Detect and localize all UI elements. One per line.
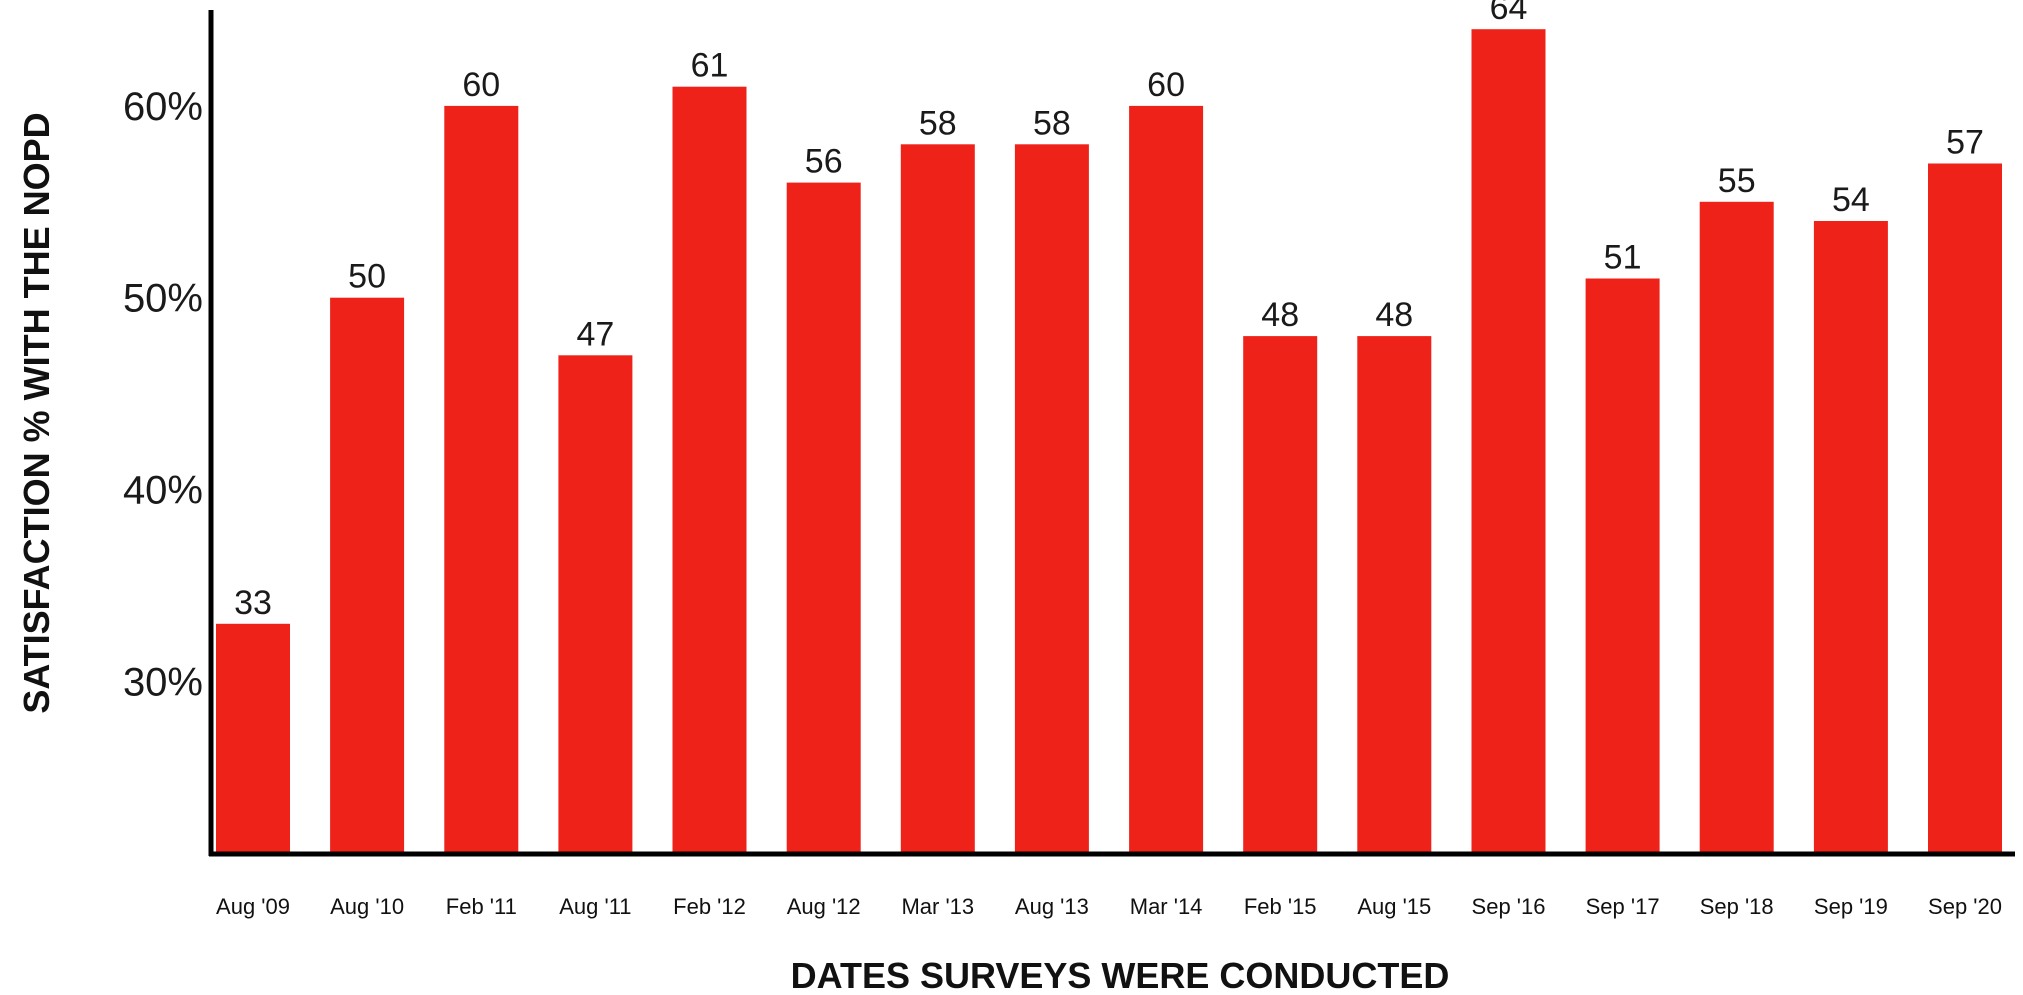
bar-value-label: 47 <box>576 315 614 353</box>
x-tick-label: Sep '19 <box>1814 894 1888 919</box>
bar <box>1813 221 1888 854</box>
bar <box>900 144 975 855</box>
x-tick-label: Mar '13 <box>901 894 974 919</box>
bar <box>558 355 633 854</box>
bar <box>1129 105 1204 854</box>
x-axis-title: DATES SURVEYS WERE CONDUCTED <box>791 955 1450 995</box>
bar-value-label: 33 <box>234 584 272 622</box>
bar <box>672 86 747 854</box>
x-tick-label: Aug '09 <box>216 894 290 919</box>
bar-value-label: 51 <box>1604 239 1642 277</box>
x-tick-label: Feb '15 <box>1244 894 1317 919</box>
y-axis-ticks: 30% 40% 50% 60% <box>123 85 203 705</box>
bar-value-label: 58 <box>919 104 957 142</box>
bar-value-label: 60 <box>1147 66 1185 104</box>
x-axis-ticks: Aug '09 Aug '10 Feb '11 Aug '11 Feb '12 Aug '… <box>216 894 2002 919</box>
y-tick-label: 40% <box>123 469 203 513</box>
bar-value-label: 56 <box>805 143 843 181</box>
x-tick-label: Aug '15 <box>1357 894 1431 919</box>
bar <box>1243 336 1318 855</box>
x-tick-label: Feb '12 <box>673 894 746 919</box>
bar <box>1471 29 1546 854</box>
bar <box>1357 336 1432 855</box>
bar-value-label: 58 <box>1033 104 1071 142</box>
bar <box>786 182 861 855</box>
bar-value-label: 60 <box>462 66 500 104</box>
x-tick-label: Aug '12 <box>787 894 861 919</box>
bar-value-label: 50 <box>348 258 386 296</box>
y-tick-label: 50% <box>123 277 203 321</box>
bar <box>1585 278 1660 854</box>
bar <box>1014 144 1089 855</box>
x-tick-label: Sep '18 <box>1700 894 1774 919</box>
bar <box>1699 201 1774 855</box>
x-tick-label: Aug '11 <box>559 894 631 919</box>
bar-value-label: 48 <box>1261 296 1299 334</box>
y-axis-title: SATISFACTION % WITH THE NOPD <box>16 112 57 713</box>
bar-value-label: 64 <box>1490 0 1528 27</box>
x-tick-label: Aug '10 <box>330 894 404 919</box>
x-tick-label: Aug '13 <box>1015 894 1089 919</box>
bar <box>1928 163 2002 854</box>
bar <box>444 105 519 854</box>
bar-value-labels: 33 50 60 47 61 56 58 58 60 48 48 64 51 55 54 57 <box>234 0 1984 622</box>
bar <box>330 297 405 854</box>
bars <box>216 29 2002 855</box>
y-tick-label: 30% <box>123 660 203 704</box>
bar <box>216 623 290 854</box>
x-tick-label: Feb '11 <box>446 894 517 919</box>
bar-value-label: 55 <box>1718 162 1756 200</box>
bar-value-label: 54 <box>1832 181 1870 219</box>
bar-value-label: 48 <box>1375 296 1413 334</box>
x-tick-label: Mar '14 <box>1130 894 1203 919</box>
x-tick-label: Sep '20 <box>1928 894 2002 919</box>
y-tick-label: 60% <box>123 85 203 129</box>
bar-value-label: 57 <box>1946 124 1984 162</box>
bar-value-label: 61 <box>691 47 729 85</box>
x-tick-label: Sep '17 <box>1586 894 1660 919</box>
x-tick-label: Sep '16 <box>1472 894 1546 919</box>
